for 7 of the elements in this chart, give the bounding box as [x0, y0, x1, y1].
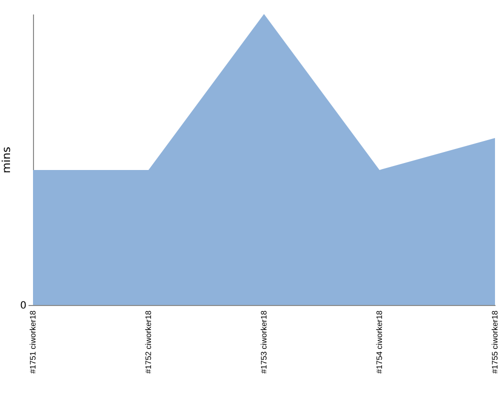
x-tick-label: #1753 ciworker18: [260, 310, 268, 374]
x-tick-label: #1752 ciworker18: [144, 310, 153, 374]
x-tick-label: #1755 ciworker18: [490, 310, 500, 374]
y-axis-title: mins: [0, 146, 14, 174]
text: 0: [20, 300, 26, 312]
x-tick-label: #1751 ciworker18: [28, 310, 38, 374]
x-tick-label: #1754 ciworker18: [375, 310, 384, 374]
